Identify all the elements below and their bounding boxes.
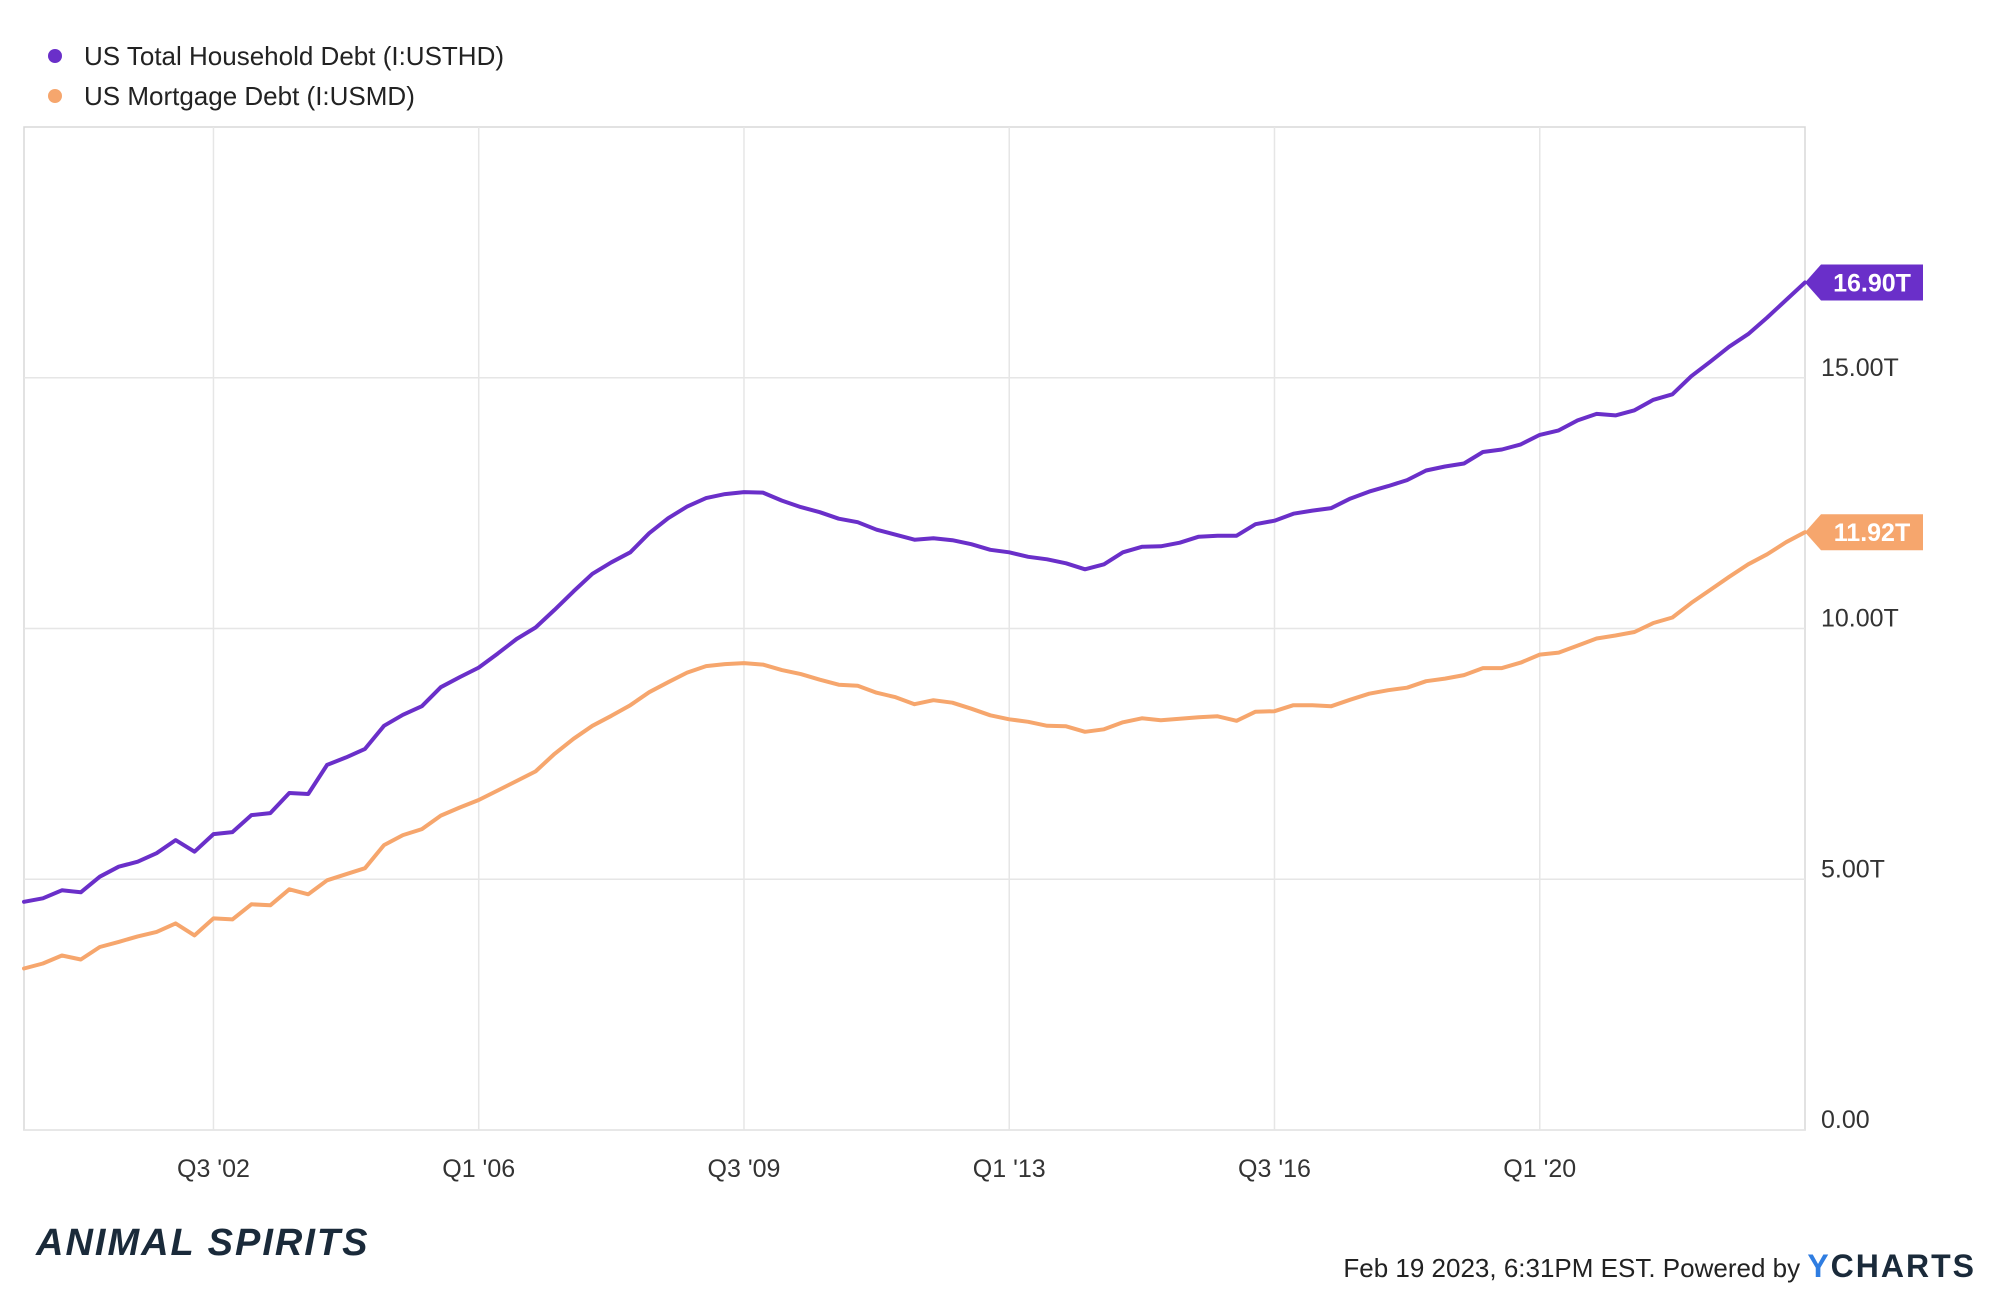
last-value-label-0: 16.90T — [1833, 269, 1911, 297]
series-line-0 — [22, 280, 1807, 904]
x-tick-label: Q3 '02 — [177, 1155, 250, 1183]
y-tick-label: 0.00 — [1821, 1106, 1870, 1134]
ycharts-logo-y: Y — [1807, 1248, 1831, 1284]
footer-credit: Feb 19 2023, 6:31PM EST. Powered by YCHA… — [1343, 1248, 1976, 1285]
ycharts-logo[interactable]: YCHARTS — [1807, 1248, 1976, 1284]
legend-item-mortgage-debt[interactable]: US Mortgage Debt (I:USMD) — [48, 76, 504, 116]
x-tick-label: Q1 '20 — [1503, 1155, 1576, 1183]
legend-label-household-debt: US Total Household Debt (I:USTHD) — [84, 40, 505, 71]
legend-dot-household-debt — [48, 49, 62, 63]
series-line-1 — [22, 530, 1807, 971]
last-value-badge-0 — [1805, 264, 1923, 301]
last-value-badge-1 — [1805, 514, 1923, 551]
legend-dot-mortgage-debt — [48, 89, 62, 103]
legend-label-mortgage-debt: US Mortgage Debt (I:USMD) — [84, 80, 415, 111]
footer-timestamp: Feb 19 2023, 6:31PM EST. Powered by — [1343, 1253, 1801, 1283]
last-value-label-1: 11.92T — [1834, 519, 1910, 547]
x-tick-label: Q1 '06 — [442, 1155, 515, 1183]
y-tick-label: 5.00T — [1821, 855, 1885, 883]
ycharts-logo-text: CHARTS — [1830, 1248, 1976, 1284]
legend-item-household-debt[interactable]: US Total Household Debt (I:USTHD) — [48, 36, 504, 76]
x-tick-label: Q3 '16 — [1238, 1155, 1311, 1183]
chart-legend: US Total Household Debt (I:USTHD) US Mor… — [48, 36, 504, 116]
x-tick-label: Q3 '09 — [708, 1155, 781, 1183]
animal-spirits-logo: ANIMAL SPIRITS — [36, 1222, 370, 1264]
y-tick-label: 15.00T — [1821, 354, 1899, 382]
y-tick-label: 10.00T — [1821, 605, 1899, 633]
x-tick-label: Q1 '13 — [973, 1155, 1046, 1183]
